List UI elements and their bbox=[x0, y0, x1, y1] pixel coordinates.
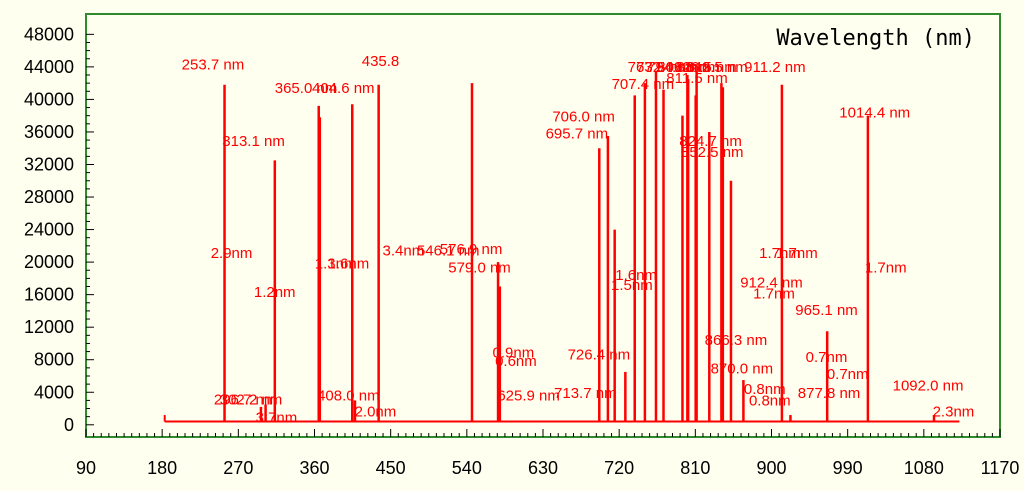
x-axis: 90 180 270 360 450 540 630 720 810 900 990 1080 1170 bbox=[76, 429, 1019, 478]
peak-label: 3.7nm bbox=[256, 409, 298, 426]
y-tick-label: 32000 bbox=[24, 154, 74, 174]
peak-label: 0.9nm bbox=[493, 344, 535, 361]
peak-label: 911.2 nm bbox=[744, 59, 805, 76]
y-tick-label: 16000 bbox=[24, 285, 74, 305]
peak-label: 365.0 nm bbox=[275, 80, 338, 97]
peak-label: 0.7nm bbox=[827, 366, 869, 383]
peak-label: 0.8nm bbox=[749, 392, 791, 409]
peak-label: 824.7 nm bbox=[679, 133, 742, 150]
peak-label: 1.7nm bbox=[759, 245, 801, 262]
x-tick-label: 630 bbox=[528, 458, 558, 478]
peak-label: 2.0nm bbox=[355, 404, 397, 421]
peak-label: 579.0 nm bbox=[448, 260, 511, 277]
x-tick-label: 540 bbox=[452, 458, 482, 478]
peak-label: 3.4nm bbox=[383, 243, 425, 260]
peak-label: 1.7nm bbox=[776, 245, 818, 262]
x-tick-label: 810 bbox=[680, 458, 710, 478]
y-tick-label: 36000 bbox=[24, 122, 74, 142]
peak-label: 713.7 nm bbox=[554, 385, 617, 402]
peak-label: 965.1 nm bbox=[795, 302, 858, 319]
peak-label: 0.8nm bbox=[744, 381, 786, 398]
x-tick-label: 900 bbox=[756, 458, 786, 478]
y-tick-label: 8000 bbox=[34, 350, 74, 370]
peak-label: 435.8 bbox=[362, 53, 400, 70]
peak-label: 842.5 nm bbox=[685, 59, 748, 76]
peak-label: 296.7 nm bbox=[214, 391, 277, 408]
peak-label: 826.5 nm bbox=[674, 59, 737, 76]
x-tick-label: 90 bbox=[76, 458, 96, 478]
y-tick-label: 24000 bbox=[24, 220, 74, 240]
peak-label: 912.4 nm bbox=[740, 274, 803, 291]
x-tick-label: 270 bbox=[223, 458, 253, 478]
peak-label: 625.9 nm bbox=[497, 387, 560, 404]
x-tick-label: 360 bbox=[299, 458, 329, 478]
x-axis-title: Wavelength (nm) bbox=[776, 26, 975, 51]
y-tick-label: 0 bbox=[64, 415, 74, 435]
peak-label: 253.7 nm bbox=[182, 56, 245, 73]
peak-label: 2.3nm bbox=[933, 404, 975, 421]
x-tick-label: 1080 bbox=[904, 458, 944, 478]
x-tick-label: 1170 bbox=[981, 458, 1020, 478]
peak-label: 1092.0 nm bbox=[893, 378, 964, 395]
peak-label: 1.7nm bbox=[753, 286, 795, 303]
peak-label: 866.3 nm bbox=[705, 332, 768, 349]
peak-label: 800.6 nm bbox=[657, 59, 720, 76]
y-tick-label: 48000 bbox=[24, 24, 74, 44]
peak-label: 0.7nm bbox=[806, 349, 848, 366]
peak-label: 2.9nm bbox=[211, 245, 253, 262]
peak-label: 408.0 nm bbox=[317, 387, 380, 404]
peak-label: 763.5 nm bbox=[628, 59, 691, 76]
peak-label: 1.6nm bbox=[615, 267, 657, 284]
peak-label: 772.4 nm bbox=[636, 59, 699, 76]
peak-label: 811.5 nm bbox=[666, 70, 727, 87]
x-tick-label: 990 bbox=[833, 458, 863, 478]
peak-label: 726.4 nm bbox=[568, 347, 631, 364]
x-tick-label: 450 bbox=[376, 458, 406, 478]
peak-label: 1014.4 nm bbox=[839, 104, 910, 121]
y-tick-label: 28000 bbox=[24, 187, 74, 207]
peak-label: 313.1 nm bbox=[222, 133, 285, 150]
y-tick-label: 40000 bbox=[24, 89, 74, 109]
peak-labels: 253.7 nm 2.9nm 313.1 nm 1.2nm 296.7 nm302.2 … bbox=[182, 53, 975, 426]
y-axis: 0 4000 8000 12000 16000 20000 24000 28000 32000 3… bbox=[24, 24, 94, 435]
peak-label: 1.6nm bbox=[328, 256, 370, 273]
x-tick-label: 720 bbox=[604, 458, 634, 478]
peak-label: 0.6nm bbox=[495, 353, 537, 370]
peak-label: 1.3nm bbox=[315, 256, 357, 273]
y-tick-label: 20000 bbox=[24, 252, 74, 272]
peak-label: 877.8 nm bbox=[798, 385, 861, 402]
peak-label: 706.0 nm bbox=[552, 108, 615, 125]
y-tick-label: 4000 bbox=[34, 382, 74, 402]
y-tick-label: 12000 bbox=[24, 317, 74, 337]
y-tick-label: 44000 bbox=[24, 57, 74, 77]
peak-label: 1.7nm bbox=[865, 260, 907, 277]
peak-label: 1.5nm bbox=[611, 277, 653, 294]
peak-label: 695.7 nm bbox=[546, 125, 609, 142]
peak-label: 852.5 nm bbox=[681, 144, 744, 161]
peak-label: 794.8 nm bbox=[647, 59, 710, 76]
peak-label: 1.2nm bbox=[254, 284, 296, 301]
peak-label: 707.4 nm bbox=[612, 76, 675, 93]
peak-label: 302.2 nm bbox=[220, 391, 283, 408]
peak-label: 576.9 nm bbox=[440, 241, 503, 258]
spectrum-series bbox=[163, 70, 960, 423]
x-tick-label: 180 bbox=[147, 458, 177, 478]
peak-label: 404.6 nm bbox=[312, 80, 375, 97]
peak-label: 546.1 nm bbox=[417, 243, 480, 260]
peak-label: 870.0 nm bbox=[711, 361, 774, 378]
